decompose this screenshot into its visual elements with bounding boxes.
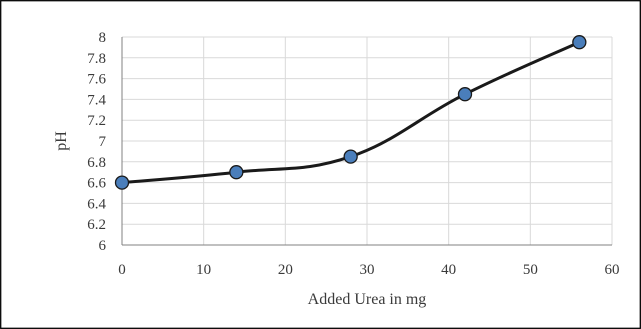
y-tick-label: 7.8	[87, 51, 106, 67]
y-tick-label: 6.4	[87, 196, 106, 212]
data-point	[114, 175, 130, 190]
data-point	[457, 87, 473, 102]
y-tick-label: 8	[99, 30, 107, 46]
x-tick-label: 30	[360, 262, 375, 278]
y-tick-label: 6	[99, 238, 107, 254]
data-points	[114, 35, 587, 190]
data-point	[229, 165, 244, 180]
y-tick-label: 6.2	[87, 217, 106, 233]
y-tick-label: 7	[99, 134, 107, 150]
y-tick-label: 7.4	[87, 92, 106, 108]
x-tick-labels: 0 10 20 30 40 50 60	[118, 262, 619, 278]
data-point	[572, 35, 587, 50]
y-tick-label: 7.2	[87, 113, 106, 129]
y-tick-label: 7.6	[87, 72, 106, 88]
y-tick-labels: 6 6.2 6.4 6.6 6.8 7 7.2 7.4 7.6 7.8 8	[87, 30, 106, 254]
y-axis-label: pH	[53, 131, 70, 151]
x-tick-label: 60	[605, 262, 620, 278]
x-tick-label: 20	[278, 262, 293, 278]
x-tick-label: 50	[523, 262, 538, 278]
y-tick-label: 6.8	[87, 155, 106, 171]
x-axis-label: Added Urea in mg	[308, 291, 427, 308]
data-point	[343, 149, 358, 164]
y-tick-label: 6.6	[87, 176, 106, 192]
x-tick-label: 0	[118, 262, 126, 278]
x-tick-label: 40	[441, 262, 456, 278]
x-tick-label: 10	[196, 262, 211, 278]
